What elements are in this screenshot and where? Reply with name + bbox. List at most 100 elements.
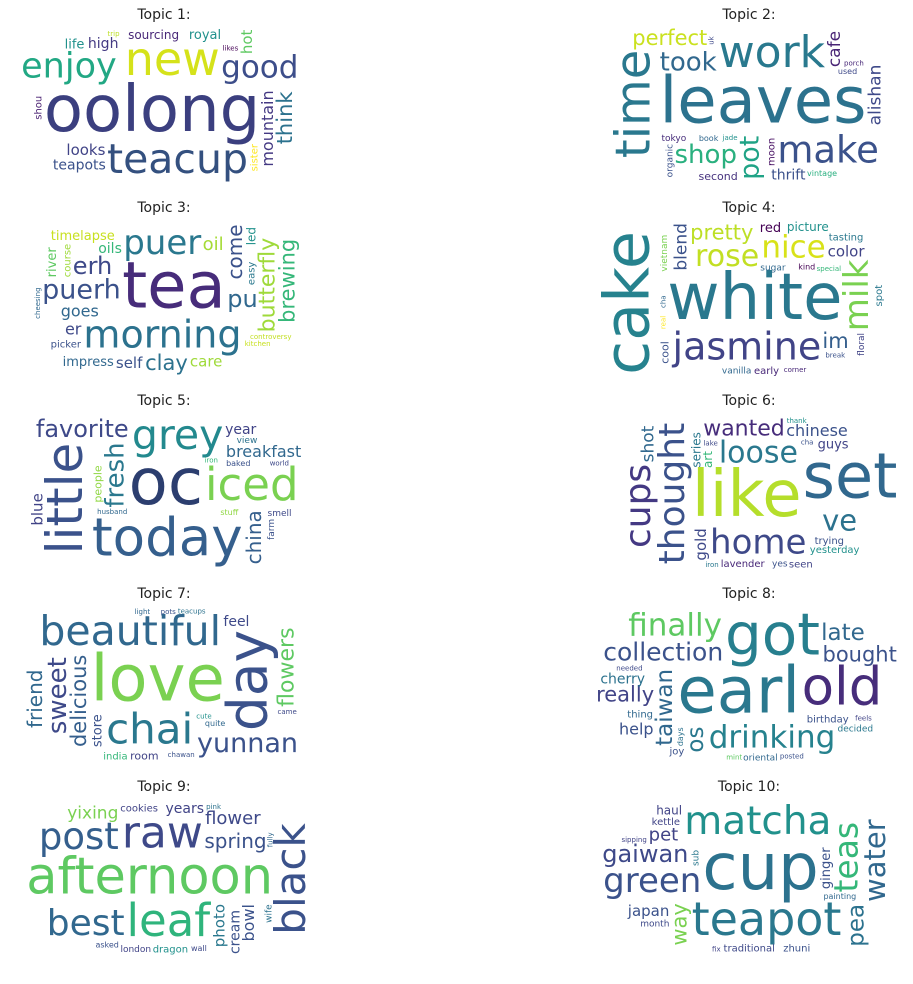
cloud-word-fix: fix [712,945,721,953]
cloud-word-organic: organic [665,144,675,177]
cloud-word-decided: decided [837,724,873,734]
cloud-word-puerh: puerh [42,275,121,306]
cloud-word-pu: pu [227,285,257,313]
cloud-word-asked: asked [95,941,118,950]
cloud-word-oil: oil [203,234,224,255]
cloud-word-bowl: bowl [239,904,258,941]
cloud-word-looks: looks [66,141,105,159]
cloud-word-sipping: sipping [621,836,646,844]
cloud-word-shot: shot [638,425,658,462]
cloud-word-yunnan: yunnan [197,728,298,759]
topic-panel-8: Topic 8: earl got old drinking collection fina… [593,583,905,778]
cloud-word-floral: floral [857,333,867,356]
cloud-word-picker: picker [51,339,82,350]
cloud-word-self: self [116,354,143,372]
cloud-word-iron: iron [705,561,718,569]
topic-panel-10: Topic 10: cup teapot matcha green teas gaiwan w… [593,776,905,971]
cloud-word-people: people [92,465,105,503]
cloud-word-leaf: leaf [127,894,212,947]
topic-panel-3: Topic 3: tea morning puer puerh erh pu butterfl… [8,197,320,392]
word-cloud: like set thought cups home loose wanted ve chine… [593,414,905,570]
word-cloud: tea morning puer puerh erh pu butterfly brewing… [8,221,320,377]
cloud-word-jade: jade [722,134,738,142]
word-cloud: leaves time pot work make shop perfect took thri… [593,28,905,184]
cloud-word-joy: joy [668,746,684,757]
cloud-word-fresh: fresh [100,442,130,507]
cloud-word-tasting: tasting [829,233,864,244]
cloud-word-blue: blue [28,493,46,525]
cloud-word-late: late [821,620,865,646]
cloud-word-cafe: cafe [825,31,845,67]
cloud-word-royal: royal [189,28,221,43]
cloud-word-oils: oils [98,241,122,257]
cloud-word-wife: wife [265,904,275,923]
cloud-word-pea: pea [843,904,869,947]
cloud-word-os: os [683,727,709,753]
topic-panel-9: Topic 9: afternoon black leaf raw post best spr… [8,776,320,971]
cloud-word-days: days [676,727,685,746]
cloud-word-white: white [667,261,842,335]
cloud-word-early: early [754,366,779,377]
cloud-word-chawan: chawan [168,751,195,759]
cloud-word-break: break [825,352,846,360]
cloud-word-feels: feels [855,715,872,723]
cloud-word-shop: shop [675,140,737,170]
cloud-word-world: world [270,459,289,467]
cloud-word-black: black [266,823,315,935]
cloud-word-life: life [65,37,85,52]
cloud-word-dragon: dragon [153,944,188,955]
cloud-word-took: took [660,47,717,77]
cloud-word-bought: bought [822,642,896,666]
cloud-word-morning: morning [83,312,241,356]
cloud-word-today: today [92,508,243,569]
cloud-word-home: home [710,522,806,562]
cloud-word-course: course [63,244,74,277]
cloud-word-thrift: thrift [771,168,806,184]
cloud-word-water: water [858,819,892,902]
cloud-word-farm: farm [267,519,277,540]
cloud-word-sugar: sugar [760,263,786,273]
cloud-word-feel: feel [223,614,249,630]
cloud-word-book: book [699,134,719,143]
cloud-word-really: really [596,682,654,706]
cloud-word-birthday: birthday [807,714,849,725]
cloud-word-love: love [91,643,225,717]
cloud-word-afternoon: afternoon [26,848,273,907]
cloud-word-cool: cool [659,341,672,364]
cloud-word-kettle: kettle [652,817,680,828]
cloud-word-river: river [45,247,60,278]
topic-panel-1: Topic 1: oolong new teacup good enjoy mountain… [8,4,320,199]
cloud-word-porch: porch [844,59,864,67]
cloud-word-yixing: yixing [67,803,118,823]
cloud-word-green: green [603,861,701,901]
cloud-word-india: india [103,752,127,763]
cloud-word-cup: cup [702,831,818,905]
cloud-word-think: think [273,91,297,145]
cloud-word-pot: pot [734,136,765,180]
cloud-word-pretty: pretty [690,221,753,245]
cloud-word-zhuni: zhuni [783,944,810,955]
cloud-word-way: way [667,903,691,945]
cloud-word-real: real [660,316,668,329]
cloud-word-impress: impress [63,355,114,370]
topic-panel-4: Topic 4: white cake jasmine milk rose nice blen… [593,197,905,392]
cloud-word-puer: puer [123,223,201,263]
cloud-word-milk: milk [837,259,877,331]
cloud-word-ve: ve [822,504,857,538]
cloud-word-sub: sub [692,850,702,866]
cloud-word-wanted: wanted [703,417,785,442]
cloud-word-red: red [760,221,781,236]
cloud-word-cream: cream [227,910,243,954]
topic-title: Topic 6: [722,393,776,409]
cloud-word-best: best [47,903,125,944]
cloud-word-pink: pink [206,803,222,811]
cloud-word-came: came [277,708,296,716]
cloud-word-cherry: cherry [600,671,645,687]
cloud-word-lavender: lavender [721,559,766,570]
topic-title: Topic 8: [722,586,776,602]
